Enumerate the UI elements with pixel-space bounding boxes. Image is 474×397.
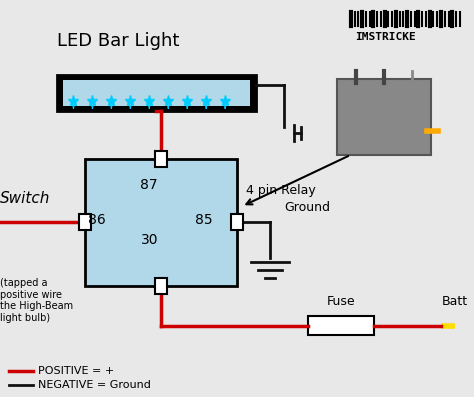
FancyBboxPatch shape: [57, 75, 256, 111]
Bar: [155, 151, 167, 167]
Text: Fuse: Fuse: [327, 295, 356, 308]
Text: 4 pin Relay: 4 pin Relay: [246, 184, 316, 197]
Text: 30: 30: [141, 233, 158, 247]
Text: Batt: Batt: [442, 295, 468, 308]
Text: IMSTRICKE: IMSTRICKE: [356, 32, 416, 42]
Text: POSITIVE = +: POSITIVE = +: [38, 366, 114, 376]
Text: 87: 87: [140, 177, 158, 192]
FancyBboxPatch shape: [85, 159, 237, 286]
Text: (tapped a
positive wire
the High-Beam
light bulb): (tapped a positive wire the High-Beam li…: [0, 278, 73, 323]
Bar: [155, 278, 167, 294]
Text: Switch: Switch: [0, 191, 50, 206]
Bar: [308, 316, 374, 335]
Text: LED Bar Light: LED Bar Light: [57, 32, 179, 50]
FancyBboxPatch shape: [63, 80, 250, 106]
Text: 86: 86: [88, 213, 106, 227]
Text: NEGATIVE = Ground: NEGATIVE = Ground: [38, 380, 151, 390]
Text: Ground: Ground: [284, 201, 330, 214]
Text: 85: 85: [195, 213, 213, 227]
FancyBboxPatch shape: [337, 79, 431, 155]
Bar: [231, 214, 243, 230]
Bar: [79, 214, 91, 230]
